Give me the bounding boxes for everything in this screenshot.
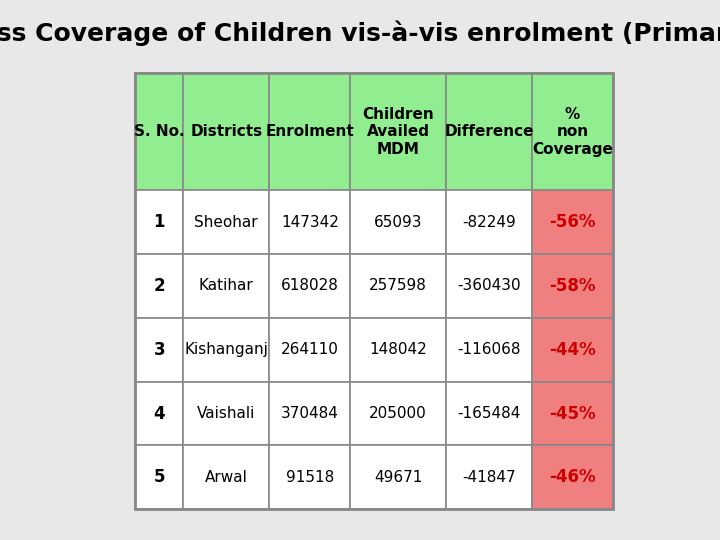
FancyBboxPatch shape [351,190,446,254]
FancyBboxPatch shape [135,318,183,382]
FancyBboxPatch shape [351,446,446,509]
FancyBboxPatch shape [269,446,351,509]
Text: -46%: -46% [549,468,596,487]
FancyBboxPatch shape [446,190,532,254]
Text: Kishanganj: Kishanganj [184,342,268,357]
FancyBboxPatch shape [183,190,269,254]
FancyBboxPatch shape [446,382,532,446]
Text: -165484: -165484 [457,406,521,421]
FancyBboxPatch shape [269,73,351,190]
FancyBboxPatch shape [183,318,269,382]
FancyBboxPatch shape [183,254,269,318]
Text: 205000: 205000 [369,406,427,421]
FancyBboxPatch shape [532,190,613,254]
FancyBboxPatch shape [269,190,351,254]
FancyBboxPatch shape [446,254,532,318]
Text: -44%: -44% [549,341,596,359]
FancyBboxPatch shape [351,73,446,190]
Text: Difference: Difference [444,124,534,139]
Text: 618028: 618028 [281,279,339,293]
Text: 91518: 91518 [286,470,334,485]
Text: -116068: -116068 [457,342,521,357]
Text: 2: 2 [153,277,165,295]
FancyBboxPatch shape [135,382,183,446]
Text: 5: 5 [153,468,165,487]
FancyBboxPatch shape [446,318,532,382]
FancyBboxPatch shape [183,446,269,509]
FancyBboxPatch shape [532,382,613,446]
FancyBboxPatch shape [135,254,183,318]
FancyBboxPatch shape [351,382,446,446]
Text: %
non
Coverage: % non Coverage [532,107,613,157]
Text: Districts: Districts [190,124,262,139]
FancyBboxPatch shape [351,254,446,318]
Text: 148042: 148042 [369,342,427,357]
FancyBboxPatch shape [446,446,532,509]
Text: Arwal: Arwal [204,470,248,485]
FancyBboxPatch shape [135,190,183,254]
Text: Katihar: Katihar [199,279,253,293]
Text: 1: 1 [153,213,165,231]
Text: S. No.: S. No. [134,124,184,139]
Text: 3: 3 [153,341,165,359]
Text: 49671: 49671 [374,470,423,485]
Text: 264110: 264110 [281,342,339,357]
Text: -45%: -45% [549,404,596,422]
FancyBboxPatch shape [269,318,351,382]
FancyBboxPatch shape [351,318,446,382]
Text: -41847: -41847 [462,470,516,485]
FancyBboxPatch shape [135,73,183,190]
Text: 4: 4 [153,404,165,422]
Text: -82249: -82249 [462,214,516,230]
Text: -58%: -58% [549,277,596,295]
FancyBboxPatch shape [532,254,613,318]
FancyBboxPatch shape [183,73,269,190]
FancyBboxPatch shape [446,73,532,190]
FancyBboxPatch shape [532,446,613,509]
Text: Children
Availed
MDM: Children Availed MDM [362,107,434,157]
FancyBboxPatch shape [135,446,183,509]
Text: 370484: 370484 [281,406,339,421]
FancyBboxPatch shape [183,382,269,446]
Text: Sheohar: Sheohar [194,214,258,230]
Text: 147342: 147342 [281,214,339,230]
Text: 257598: 257598 [369,279,427,293]
Text: Vaishali: Vaishali [197,406,256,421]
Text: 65093: 65093 [374,214,423,230]
Text: -360430: -360430 [457,279,521,293]
Text: Less Coverage of Children vis-à-vis enrolment (Primary): Less Coverage of Children vis-à-vis enro… [0,20,720,45]
FancyBboxPatch shape [532,318,613,382]
FancyBboxPatch shape [269,382,351,446]
FancyBboxPatch shape [269,254,351,318]
Text: Enrolment: Enrolment [266,124,354,139]
Text: -56%: -56% [549,213,596,231]
FancyBboxPatch shape [532,73,613,190]
